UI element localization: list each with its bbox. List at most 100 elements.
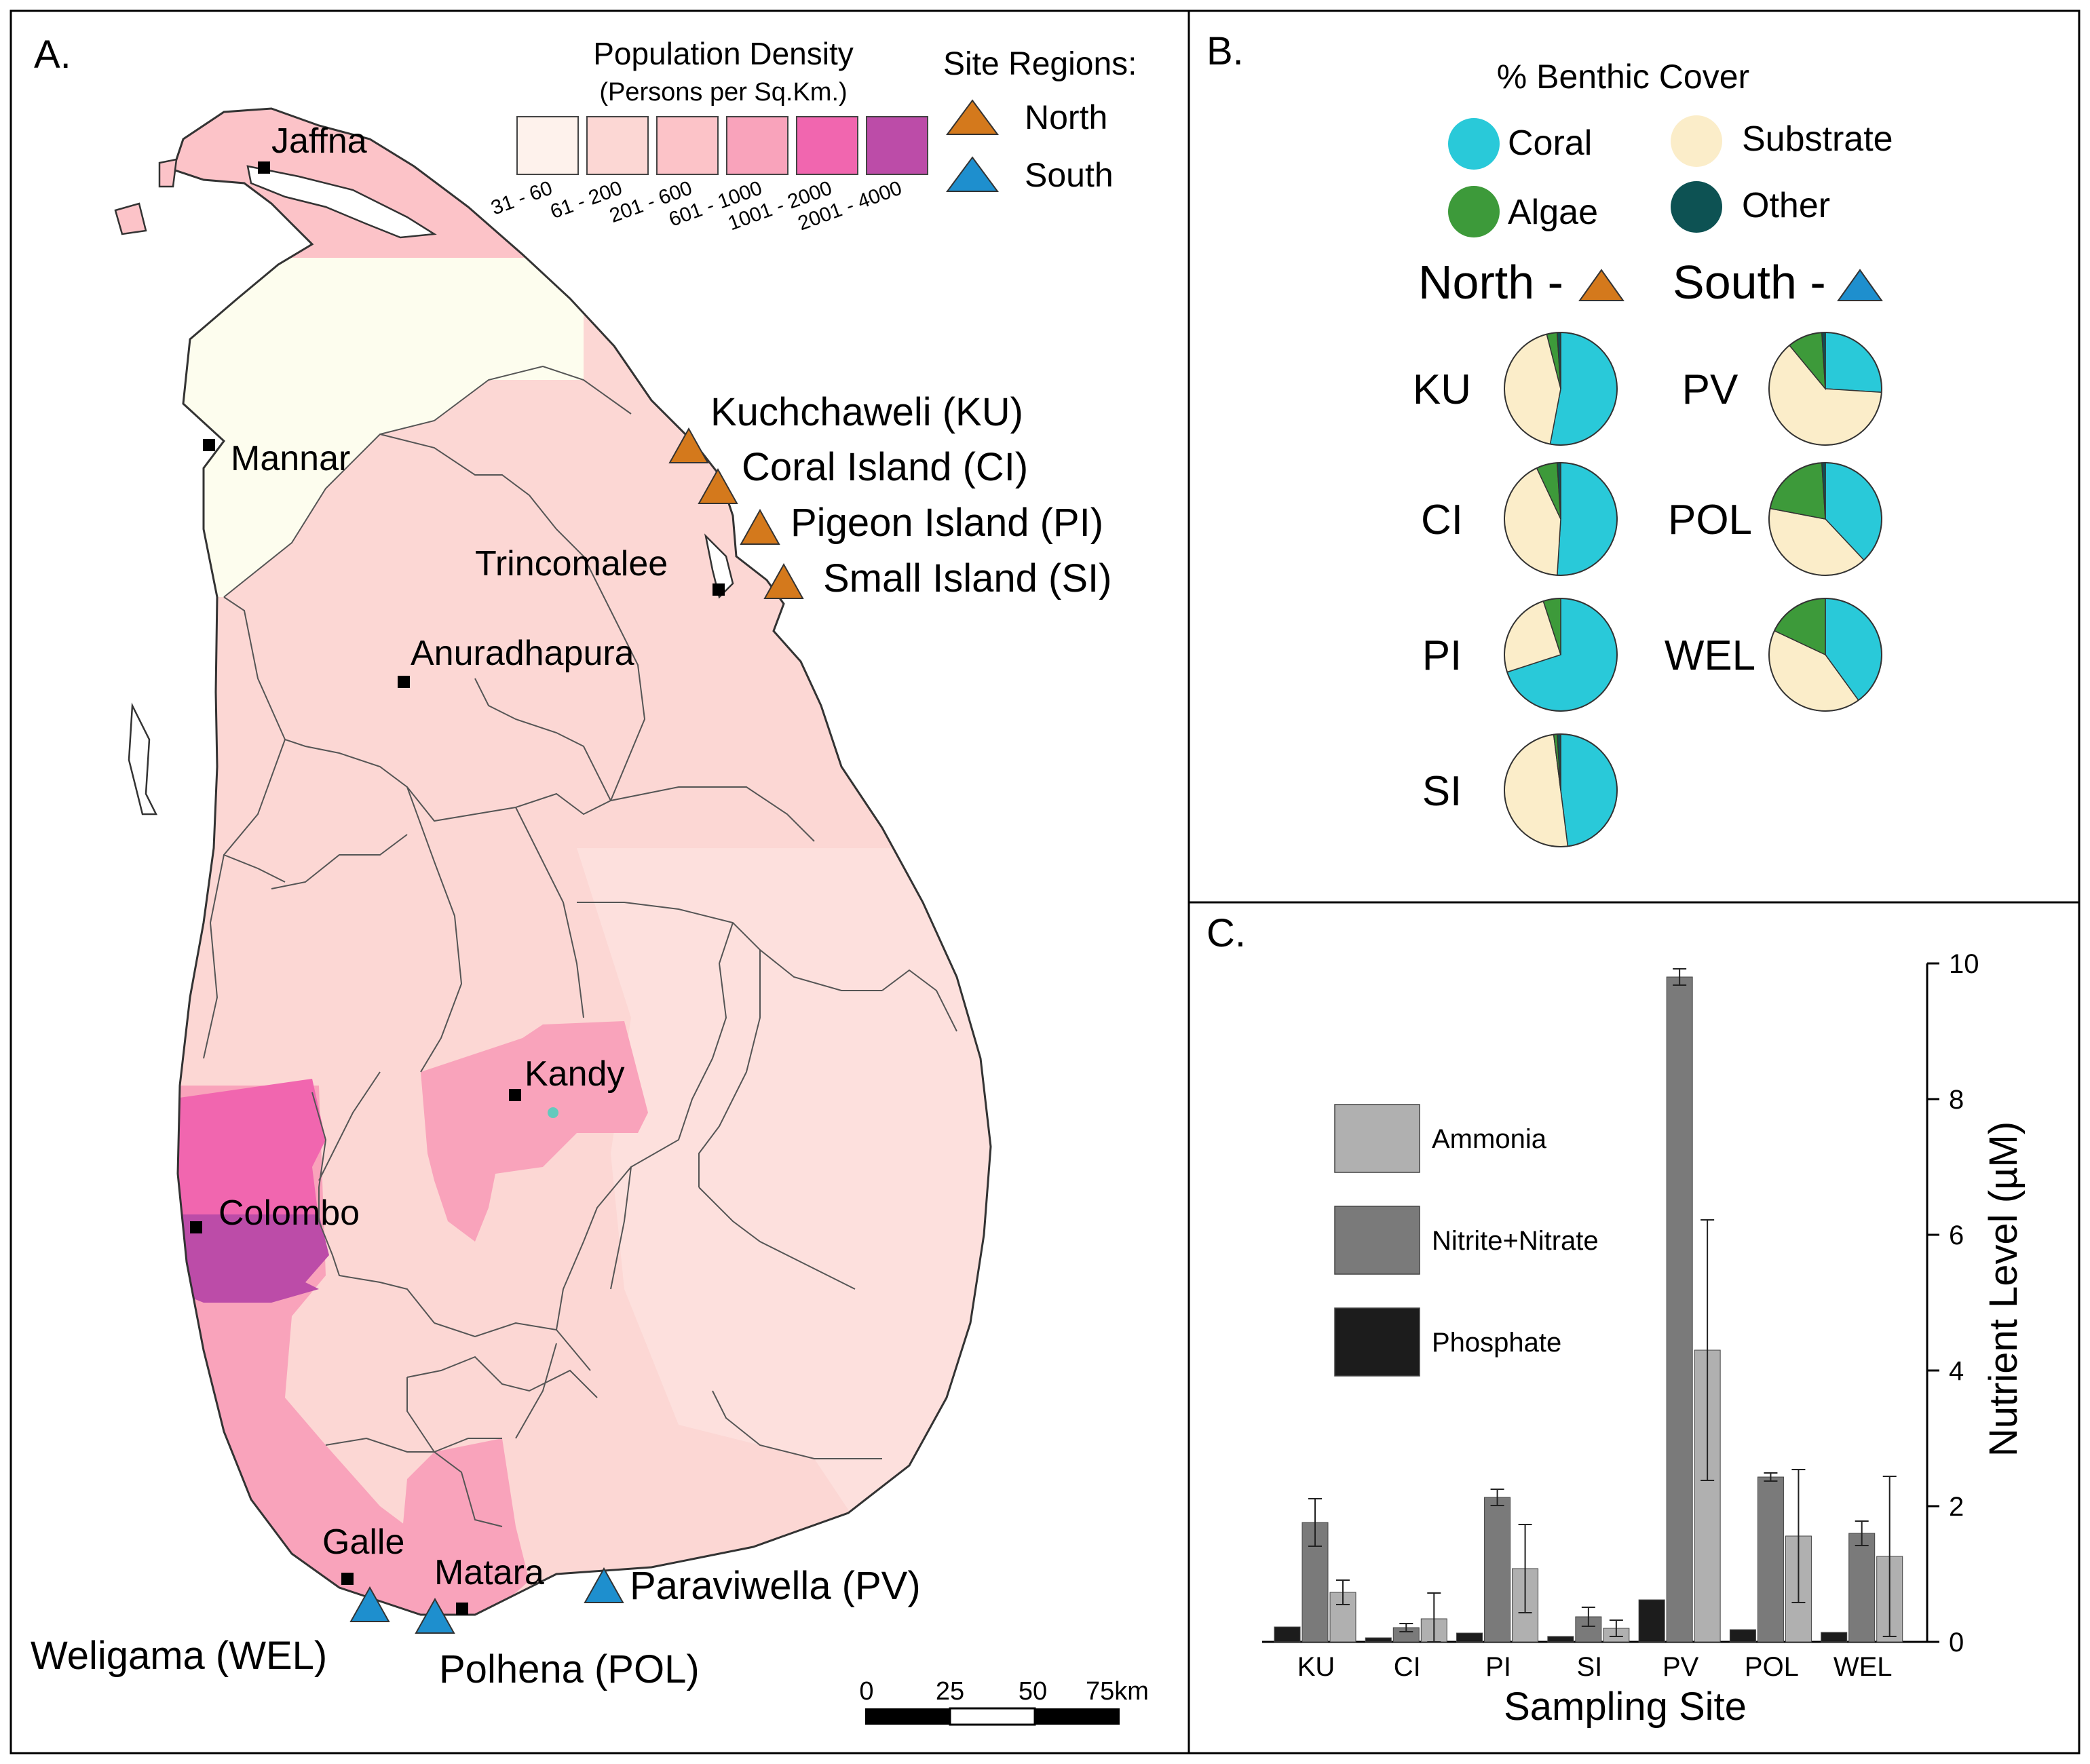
bar-pv-nitrite-nitrate <box>1666 976 1693 1643</box>
population-legend-title: Population Density <box>593 36 854 71</box>
south-triangle-icon <box>946 156 999 192</box>
density-swatch-3 <box>726 116 788 175</box>
bar-wel-phosphate <box>1821 1632 1848 1643</box>
city-jaffna: Jaffna <box>271 121 367 161</box>
pie-ci-slice-coral <box>1556 462 1618 576</box>
benthic-legend-substrate: Substrate <box>1742 119 1893 159</box>
pie-wel-label: WEL <box>1665 632 1755 679</box>
site-si-label: Small Island (SI) <box>823 556 1112 600</box>
y-tick-10: 10 <box>1949 949 1979 979</box>
x-tick-wel: WEL <box>1834 1652 1893 1682</box>
density-range-0: 31 - 60 <box>488 177 555 220</box>
x-tick-ku: KU <box>1297 1652 1335 1682</box>
site-markers: Kuchchaweli (KU) Coral Island (CI) Pigeo… <box>31 390 1112 1691</box>
district-gampaha <box>173 1079 326 1242</box>
city-trincomalee: Trincomalee <box>475 544 668 583</box>
bar-pi-nitrite-nitrate <box>1484 1497 1511 1643</box>
scale-tick-50: 50 <box>1019 1677 1047 1706</box>
city-colombo: Colombo <box>218 1193 360 1233</box>
site-wel-triangle-icon <box>349 1586 390 1622</box>
bar-ku-phosphate <box>1274 1626 1301 1643</box>
scale-tick-0: 0 <box>859 1677 873 1706</box>
district-matara <box>394 1438 529 1615</box>
panel-c-label: C. <box>1206 911 1246 955</box>
benthic-legend: Coral Algae Substrate Other <box>1448 115 1893 237</box>
site-ku-label: Kuchchaweli (KU) <box>710 390 1023 434</box>
density-swatch-2 <box>656 116 719 175</box>
y-tick-0: 0 <box>1949 1628 1964 1657</box>
x-tick-pol: POL <box>1745 1652 1799 1682</box>
y-tick-2: 2 <box>1949 1492 1964 1522</box>
north-triangle-icon <box>946 99 999 135</box>
bar-pv-phosphate <box>1638 1599 1665 1643</box>
north-heading: North - <box>1418 256 1563 309</box>
pie-pv-slice-coral <box>1825 332 1882 394</box>
x-tick-ci: CI <box>1394 1652 1421 1682</box>
benthic-legend-other: Other <box>1742 186 1830 225</box>
pie-pv-label: PV <box>1682 366 1738 413</box>
x-tick-pi: PI <box>1485 1652 1511 1682</box>
legend-phosphate: Phosphate <box>1432 1328 1561 1358</box>
density-swatch-1 <box>586 116 649 175</box>
city-matara: Matara <box>434 1553 544 1592</box>
y-tick-8: 8 <box>1949 1085 1964 1115</box>
north-region-label: North <box>1025 98 1107 136</box>
district-east <box>577 848 991 1560</box>
pie-ci-label: CI <box>1421 497 1463 543</box>
site-pv-triangle-icon <box>584 1567 624 1603</box>
bar-wel-nitrite-nitrate <box>1848 1533 1876 1643</box>
population-legend-subtitle: (Persons per Sq.Km.) <box>599 78 847 107</box>
site-wel-label: Weligama (WEL) <box>31 1634 327 1678</box>
nutrient-bar-chart: 0 2 4 6 8 10 KU CI PI SI PV POL WEL <box>1262 949 1979 1682</box>
city-mannar: Mannar <box>231 439 350 478</box>
site-ci-triangle-icon <box>698 467 738 504</box>
density-swatch-5 <box>866 116 928 175</box>
scale-bar: 0 25 50 75km <box>859 1677 1149 1726</box>
site-region-legend: Site Regions: North South <box>943 46 1137 194</box>
pie-si-slice-coral <box>1560 733 1618 847</box>
panel-borders <box>10 9 2080 1755</box>
pie-pi-label: PI <box>1422 632 1462 679</box>
nutrient-legend: Ammonia Nitrite+Nitrate Phosphate <box>1334 1104 1599 1377</box>
legend-ammonia: Ammonia <box>1432 1124 1547 1154</box>
site-ku-triangle-icon <box>668 427 709 463</box>
bar-ci-phosphate <box>1365 1637 1392 1643</box>
south-region-label: South <box>1025 156 1114 194</box>
city-markers: Jaffna Mannar Trincomalee Anuradhapura K… <box>190 121 725 1615</box>
pie-si-label: SI <box>1422 768 1462 815</box>
site-pol-triangle-icon <box>415 1597 455 1634</box>
bar-si-phosphate <box>1547 1636 1574 1643</box>
district-north-low-density <box>173 258 584 597</box>
site-pv-label: Paraviwella (PV) <box>630 1564 921 1608</box>
y-axis-label: Nutrient Level (µM) <box>1981 1121 2026 1457</box>
y-tick-4: 4 <box>1949 1356 1964 1386</box>
panel-a-label: A. <box>34 33 71 77</box>
site-si-triangle-icon <box>763 562 804 599</box>
site-region-title: Site Regions: <box>943 46 1137 82</box>
density-swatch-0 <box>516 116 579 175</box>
legend-nitrite-nitrate: Nitrite+Nitrate <box>1432 1226 1599 1256</box>
benthic-legend-coral: Coral <box>1508 123 1592 163</box>
pie-ku-label: KU <box>1413 366 1471 413</box>
x-axis-label: Sampling Site <box>1504 1685 1747 1729</box>
city-kandy: Kandy <box>525 1054 624 1094</box>
population-legend: Population Density (Persons per Sq.Km.) … <box>488 36 928 235</box>
panel-b-label: B. <box>1206 29 1244 73</box>
bar-pi-phosphate <box>1456 1632 1483 1643</box>
south-heading: South - <box>1673 256 1826 309</box>
north-heading-triangle-icon <box>1578 269 1624 301</box>
district-kandy <box>421 1021 648 1242</box>
benthic-pies: KU CI PI SI PV POL WEL <box>1413 332 1882 847</box>
site-pi-label: Pigeon Island (PI) <box>791 501 1103 545</box>
x-tick-si: SI <box>1576 1652 1602 1682</box>
south-heading-triangle-icon <box>1837 269 1883 301</box>
benthic-legend-algae: Algae <box>1508 193 1598 232</box>
density-swatch-4 <box>796 116 858 175</box>
scale-tick-25: 25 <box>936 1677 964 1706</box>
y-tick-6: 6 <box>1949 1221 1964 1250</box>
bar-pol-phosphate <box>1729 1629 1756 1643</box>
site-pol-label: Polhena (POL) <box>439 1647 700 1691</box>
site-pi-triangle-icon <box>740 508 780 545</box>
benthic-title: % Benthic Cover <box>1497 58 1749 96</box>
city-galle: Galle <box>322 1522 404 1562</box>
